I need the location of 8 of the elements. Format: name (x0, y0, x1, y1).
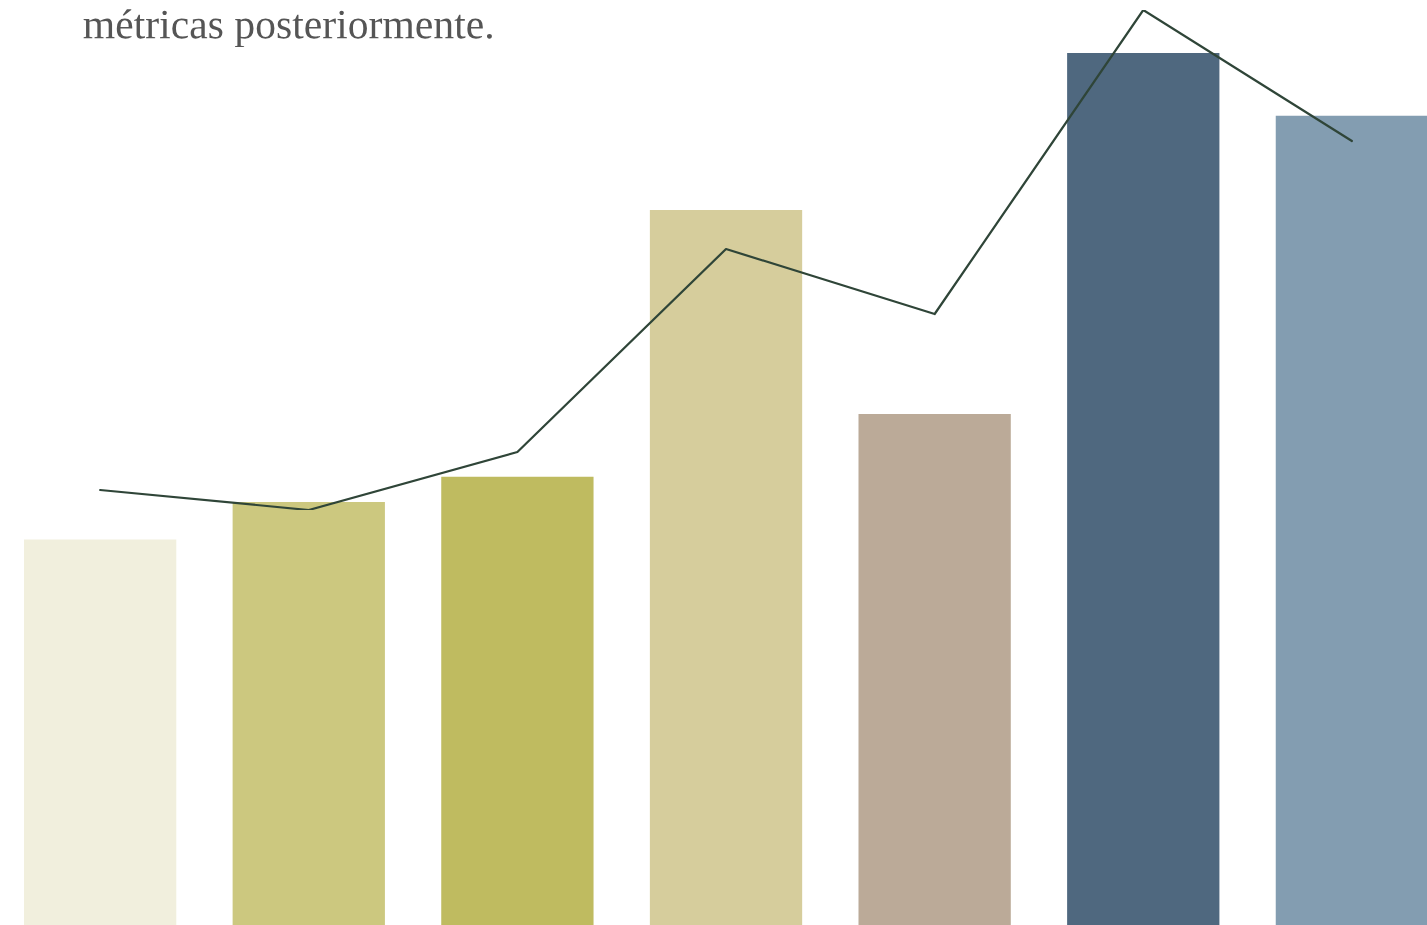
chart-title: métricas posteriormente. (83, 9, 492, 48)
bar (649, 209, 803, 925)
bar (232, 502, 385, 925)
bar (1275, 115, 1427, 925)
bar (858, 414, 1011, 925)
bar (23, 539, 177, 925)
bar (441, 476, 594, 925)
bar (1067, 53, 1220, 925)
